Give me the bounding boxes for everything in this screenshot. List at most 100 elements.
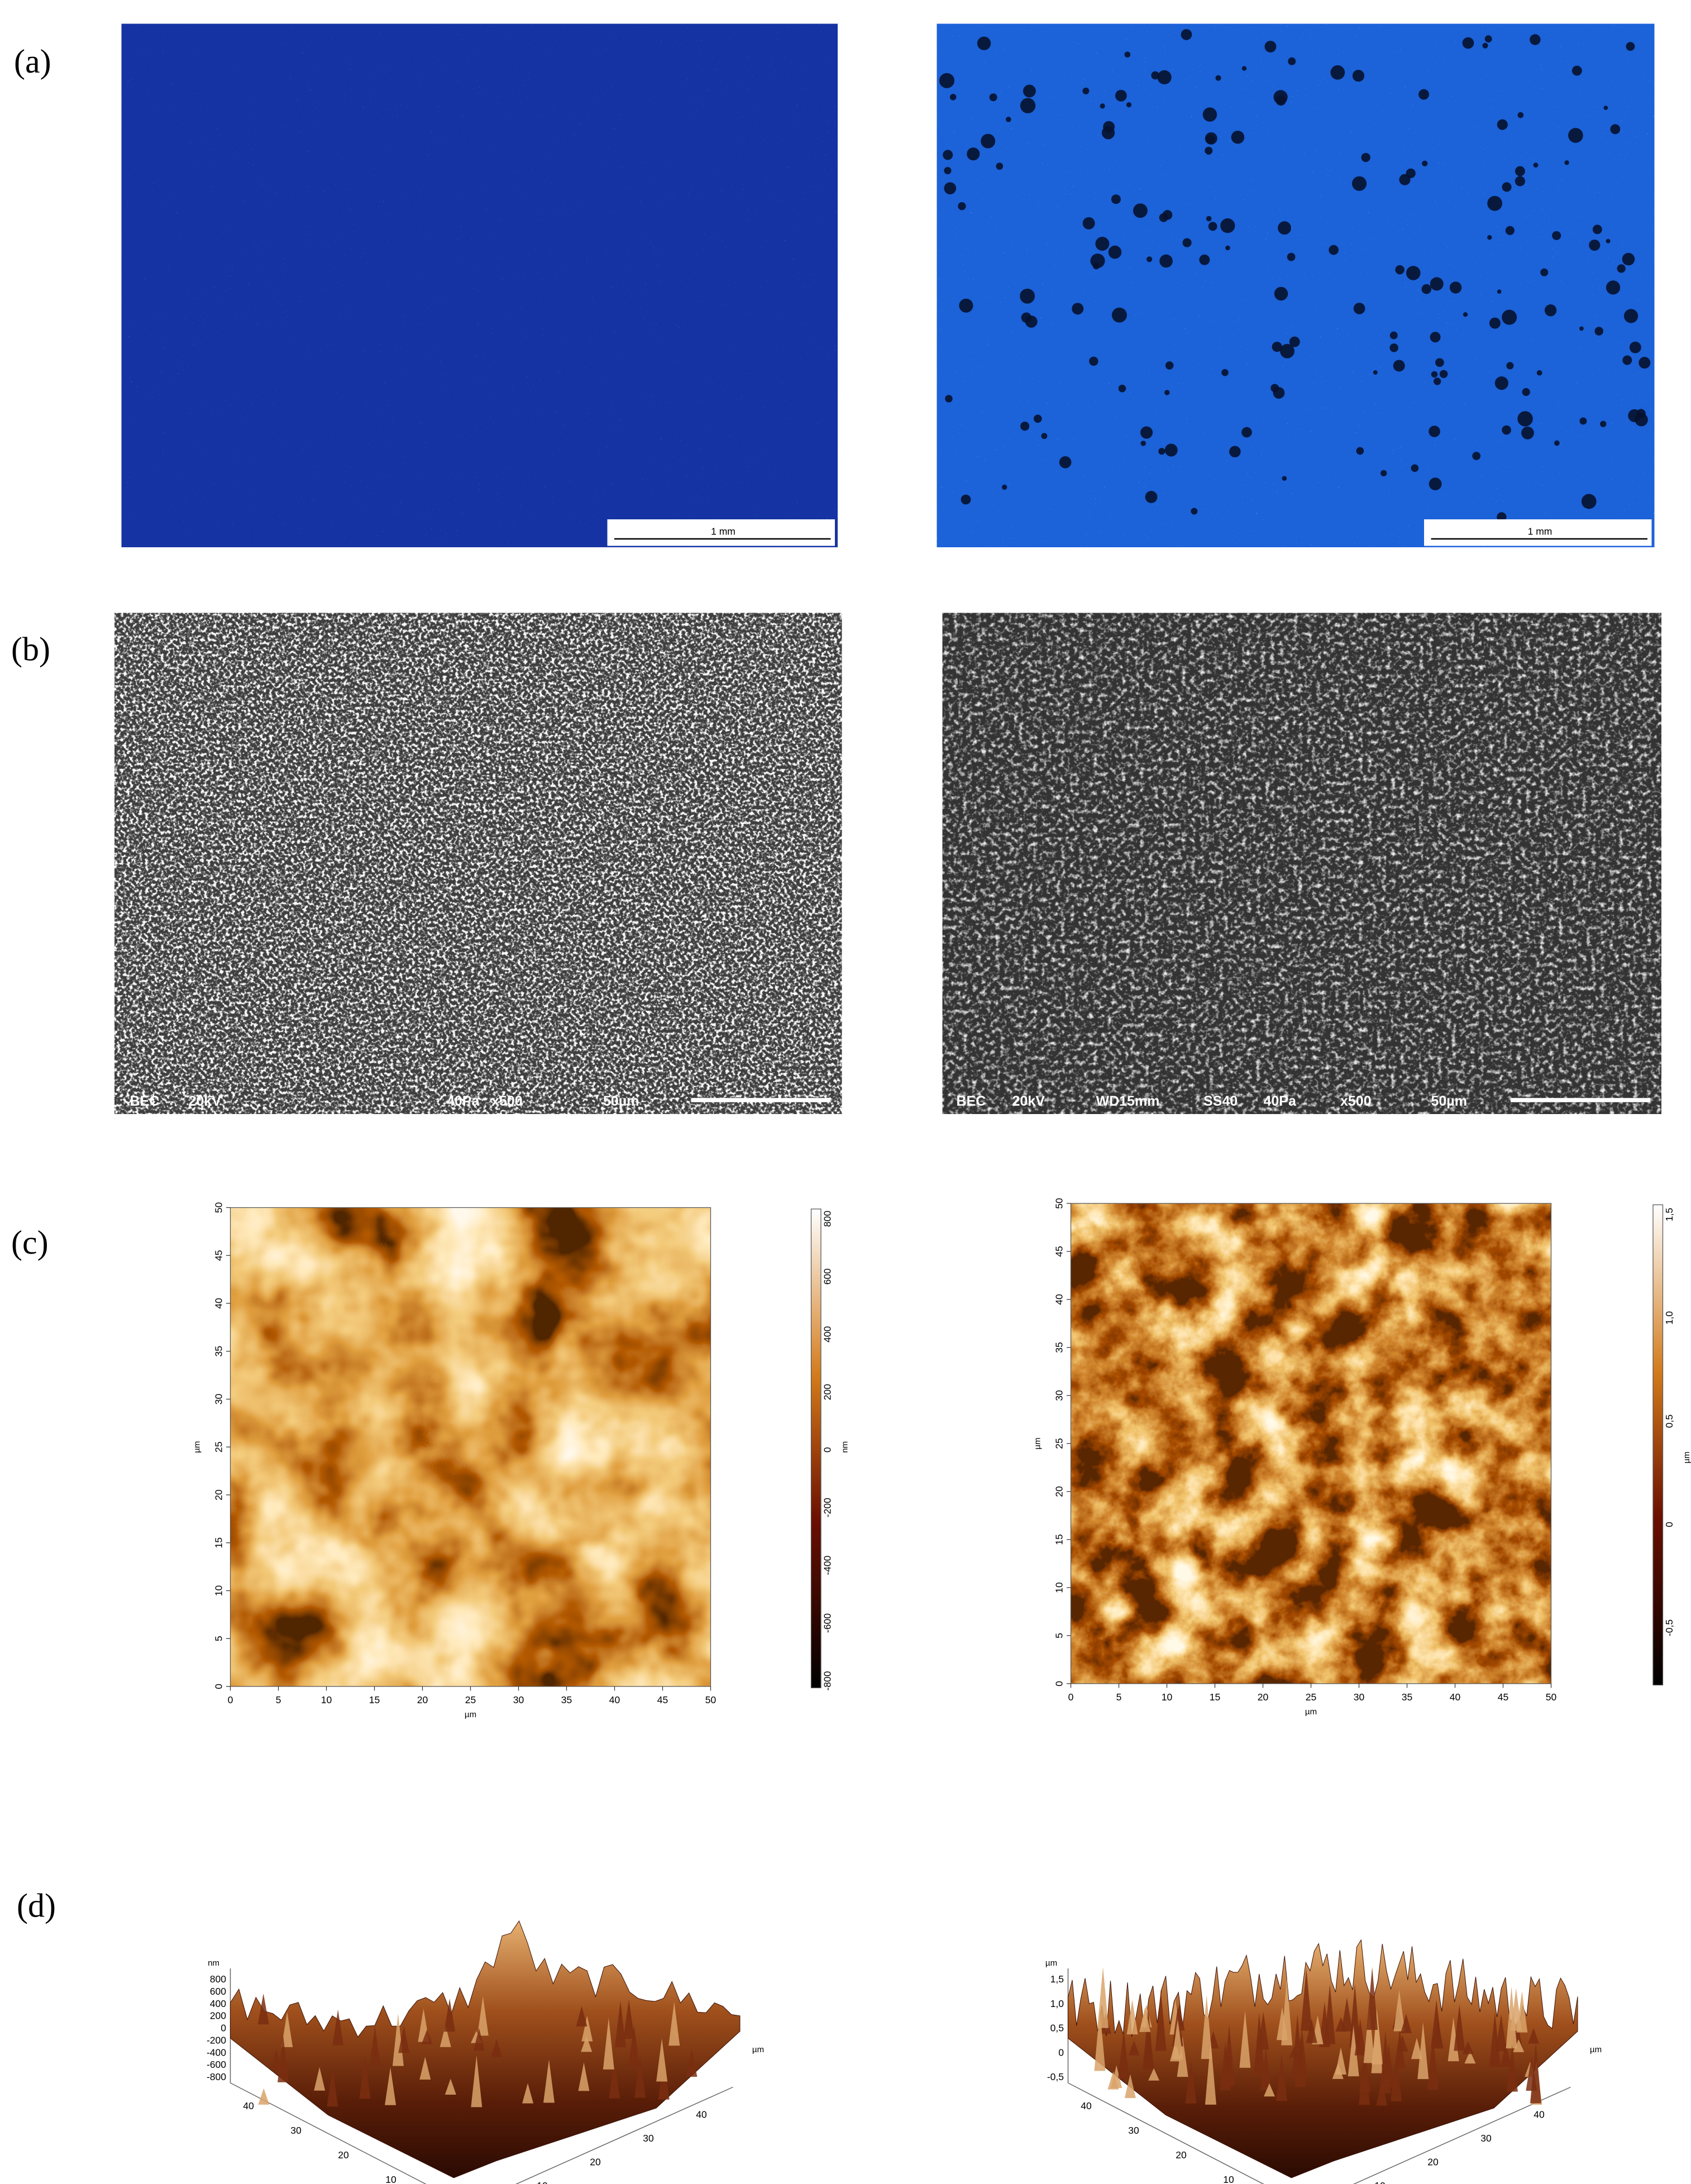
surface-peak <box>1276 2054 1287 2101</box>
surface-peak <box>1111 2065 1122 2089</box>
pore <box>1111 194 1121 204</box>
surface-peak <box>1143 2008 1154 2070</box>
sem-info: 20kV <box>189 1093 222 1109</box>
sem-info: 20kV <box>1012 1093 1045 1109</box>
colorbar <box>1652 1204 1664 1686</box>
pore <box>1435 358 1444 367</box>
surface-peak <box>1506 2046 1518 2092</box>
surface-peak <box>440 2025 451 2047</box>
surface-peak <box>1391 2056 1402 2101</box>
surface-peak <box>603 2018 614 2070</box>
pore <box>1146 256 1153 262</box>
surface-peak <box>628 2025 640 2066</box>
x-tick-label: 25 <box>1306 1691 1316 1703</box>
width-tick-label: 10 <box>1374 2180 1386 2184</box>
pore <box>1406 168 1416 178</box>
y-tick-label: 10 <box>213 1585 224 1597</box>
surface-peak <box>581 2035 593 2052</box>
x-tick-label: 15 <box>1210 1691 1220 1703</box>
z-tick-label: 800 <box>210 1973 226 1985</box>
pore <box>1151 71 1160 80</box>
surface-peak <box>1376 2079 1388 2106</box>
surface-peak <box>398 2025 410 2053</box>
surface-peak <box>1341 1997 1353 2032</box>
pore <box>1276 95 1286 106</box>
pore <box>1610 124 1621 135</box>
surface-peak <box>1332 2063 1344 2079</box>
surface-peak <box>1411 2038 1422 2059</box>
sem-info: SS40 <box>1203 1093 1238 1109</box>
surface-peak <box>1496 2014 1507 2052</box>
surface-peak <box>656 2038 668 2082</box>
panel-label: (a) <box>14 43 51 80</box>
colorbar-tick-label: 400 <box>822 1326 833 1342</box>
pore <box>1199 254 1210 265</box>
x-tick-label: 40 <box>1450 1691 1461 1703</box>
y-tick-label: 20 <box>213 1489 224 1500</box>
surface-peak <box>1335 2017 1347 2032</box>
surface-peak <box>1128 2040 1140 2056</box>
pore <box>1393 360 1405 372</box>
pore <box>939 73 955 88</box>
colorbar-unit: nm <box>840 1441 850 1453</box>
surface-peak <box>314 2067 326 2091</box>
sem-texture <box>942 613 1661 1114</box>
y-tick-label: 0 <box>213 1684 224 1689</box>
z-tick-label: 0,5 <box>1050 2023 1064 2034</box>
x-tick-label: 45 <box>657 1694 668 1705</box>
surface-3d <box>230 1920 741 2178</box>
pore <box>1118 384 1126 393</box>
z-tick-label: 400 <box>210 1998 226 2009</box>
pore <box>1494 376 1508 390</box>
pore <box>1280 343 1294 359</box>
pore <box>1133 203 1148 218</box>
pore <box>1606 238 1611 243</box>
pore <box>1225 245 1230 251</box>
pore <box>1274 286 1288 301</box>
pore <box>1103 121 1115 133</box>
pore <box>1429 477 1442 491</box>
colorbar-tick-label: -0,5 <box>1664 1619 1675 1636</box>
width-tick-label: 40 <box>696 2109 707 2120</box>
pore <box>1329 245 1339 255</box>
pore <box>1124 51 1131 58</box>
pore <box>1115 89 1127 102</box>
pore <box>1206 135 1215 144</box>
x-tick-label: 50 <box>705 1694 716 1705</box>
surface-peak <box>270 2049 282 2070</box>
pore <box>1589 239 1601 251</box>
surface-peak <box>1349 1984 1361 2048</box>
pore <box>949 94 957 101</box>
pore <box>944 166 952 175</box>
pore <box>1422 160 1428 166</box>
pore <box>1571 65 1582 76</box>
surface-peak <box>686 2049 698 2077</box>
y-tick-label: 40 <box>213 1298 224 1309</box>
pore <box>1182 238 1192 247</box>
surface-peak <box>1324 1984 1336 2044</box>
y-tick-label: 45 <box>213 1250 224 1261</box>
surface-peak <box>1276 2006 1288 2040</box>
pore <box>1502 182 1512 192</box>
colorbar-tick-label: 600 <box>822 1268 833 1284</box>
pore <box>1020 98 1036 113</box>
y-tick-label: 35 <box>1054 1342 1065 1353</box>
y-tick-label: 15 <box>1054 1534 1065 1545</box>
pore <box>1594 327 1603 336</box>
pore <box>1111 307 1127 323</box>
pore <box>1205 146 1213 155</box>
pore <box>1434 377 1441 385</box>
surface-peak <box>623 1999 635 2039</box>
pore <box>1533 163 1539 168</box>
surface-peak <box>522 2083 534 2104</box>
surface-peak <box>1185 2060 1197 2104</box>
z-tick-label: 1,0 <box>1050 1998 1064 2009</box>
pore <box>1278 221 1292 235</box>
surface-peak <box>1528 2028 1540 2044</box>
surface-peak <box>1258 2011 1269 2050</box>
pore <box>1361 152 1370 163</box>
pore <box>1472 452 1481 460</box>
depth-tick-label: 30 <box>290 2125 302 2136</box>
pore <box>1626 42 1635 51</box>
colorbar-tick-label: -600 <box>822 1613 833 1633</box>
